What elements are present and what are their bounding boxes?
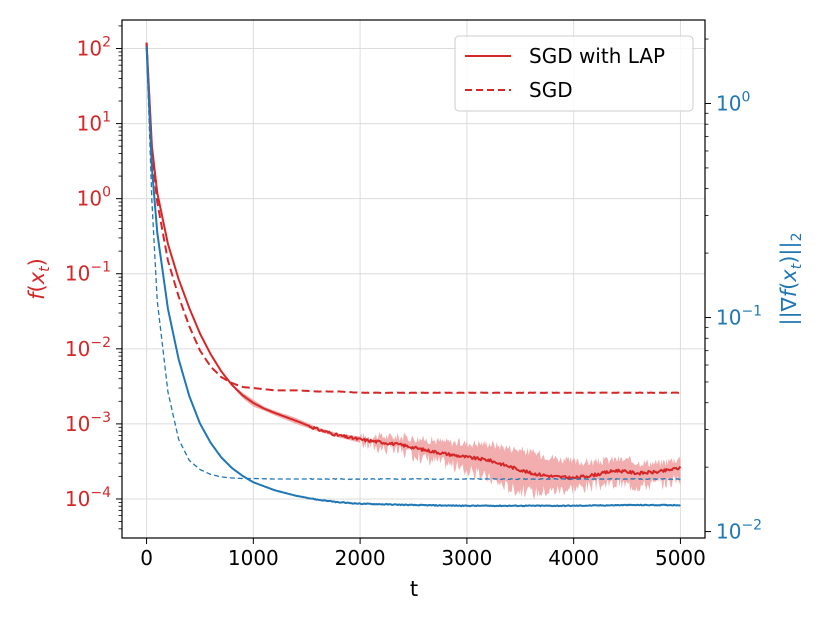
right-y-axis: 100 10−1 10−2 xyxy=(705,38,762,544)
sgd-loss-line xyxy=(145,42,681,394)
legend-label-sgd: SGD xyxy=(529,78,573,102)
svg-text:f(xt): f(xt) xyxy=(25,258,53,300)
y-right-tick-label: 10−2 xyxy=(716,518,762,544)
x-tick-label: 4000 xyxy=(548,546,599,570)
x-axis: 0 1000 2000 3000 4000 5000 xyxy=(140,538,706,570)
legend: SGD with LAP SGD xyxy=(454,35,694,112)
sgd-with-lap-loss-line xyxy=(145,42,682,481)
x-tick-label: 0 xyxy=(140,546,153,570)
y-left-tick-label: 100 xyxy=(77,185,111,211)
y-right-tick-label: 10−1 xyxy=(716,304,762,330)
right-y-axis-label: ||∇f(xt)||2 xyxy=(777,232,805,325)
x-axis-label: t xyxy=(410,577,418,601)
x-tick-label: 3000 xyxy=(441,546,492,570)
legend-box xyxy=(454,35,694,112)
left-y-axis-label: f(xt) xyxy=(25,258,53,300)
y-left-tick-label: 102 xyxy=(77,35,111,61)
y-left-tick-label: 10−4 xyxy=(65,485,111,511)
series-layer xyxy=(145,42,682,508)
y-left-tick-label: 10−1 xyxy=(65,260,111,286)
y-left-tick-label: 101 xyxy=(77,110,111,136)
legend-label-sgd-with-lap: SGD with LAP xyxy=(529,44,665,68)
svg-text:||∇f(xt)||2: ||∇f(xt)||2 xyxy=(777,232,805,325)
y-left-tick-label: 10−3 xyxy=(65,410,111,436)
x-tick-label: 5000 xyxy=(655,546,706,570)
sgd-with-lap-grad-norm-line xyxy=(145,46,681,508)
y-left-tick-label: 10−2 xyxy=(65,335,111,361)
x-tick-label: 1000 xyxy=(228,546,279,570)
y-right-tick-label: 100 xyxy=(716,89,750,115)
plot-frame xyxy=(121,19,706,539)
x-tick-label: 2000 xyxy=(335,546,386,570)
sgd-grad-norm-line xyxy=(145,46,681,481)
left-y-axis: 102 101 100 10−1 10−2 10−3 10−4 xyxy=(65,25,122,530)
